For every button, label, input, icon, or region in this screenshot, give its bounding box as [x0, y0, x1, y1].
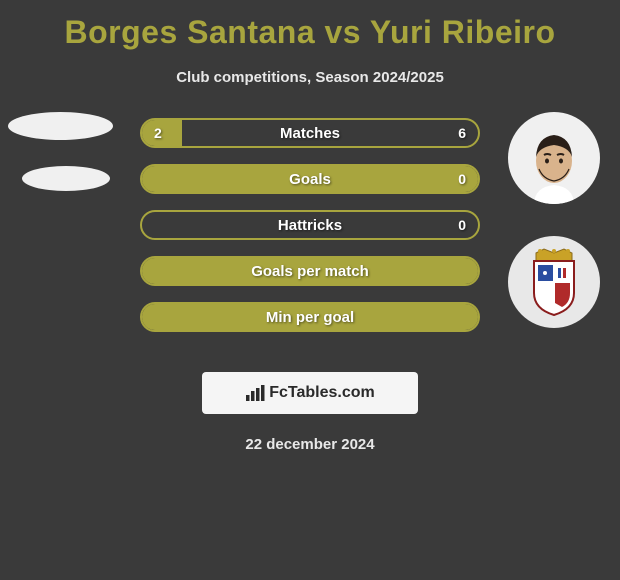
subtitle: Club competitions, Season 2024/2025: [0, 69, 620, 86]
bar-label: Goals per match: [142, 258, 478, 284]
left-player-column: [8, 112, 113, 217]
fctables-logo: FcTables.com: [202, 372, 418, 414]
right-player-column: [508, 112, 600, 360]
stat-bar-matches: Matches2 6: [140, 118, 480, 148]
stat-bars: Matches26Goals0Hattricks0Goals per match…: [140, 118, 480, 348]
stat-bar-hattricks: Hattricks0: [140, 210, 480, 240]
logo-text: FcTables.com: [269, 384, 375, 402]
bar-value-right: 0: [458, 166, 466, 192]
left-player-avatar-1: [8, 112, 113, 140]
page-title: Borges Santana vs Yuri Ribeiro: [0, 0, 620, 51]
stat-bar-goals-per-match: Goals per match: [140, 256, 480, 286]
bar-label: Goals: [142, 166, 478, 192]
right-club-badge: [508, 236, 600, 328]
left-player-avatar-2: [22, 166, 110, 191]
bar-value-left: 2: [154, 120, 162, 146]
stat-bar-goals: Goals0: [140, 164, 480, 194]
bar-chart-icon: [245, 384, 265, 402]
club-badge-icon: [524, 247, 584, 317]
stat-bar-min-per-goal: Min per goal: [140, 302, 480, 332]
right-player-avatar: [508, 112, 600, 204]
bar-label: Matches: [142, 120, 478, 146]
comparison-area: Matches26Goals0Hattricks0Goals per match…: [0, 118, 620, 358]
bar-value-right: 6: [458, 120, 466, 146]
player-face-icon: [519, 127, 589, 204]
bar-label: Min per goal: [142, 304, 478, 330]
bar-value-right: 0: [458, 212, 466, 238]
bar-label: Hattricks: [142, 212, 478, 238]
date-text: 22 december 2024: [0, 436, 620, 453]
